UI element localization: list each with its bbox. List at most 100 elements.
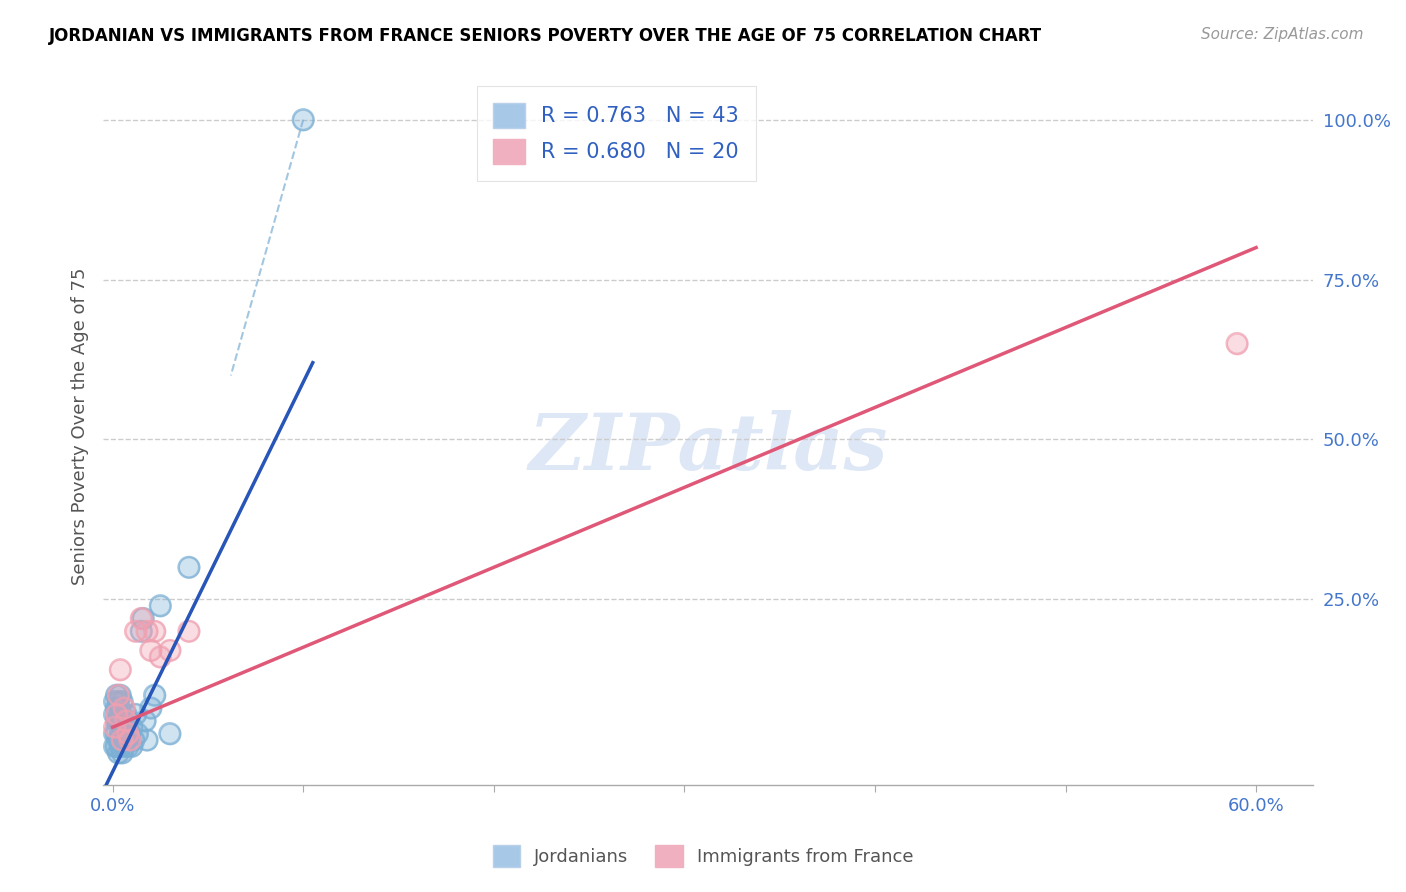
Point [111, 746, 134, 760]
Point [105, 701, 128, 715]
Point [124, 707, 146, 722]
Point [117, 714, 139, 728]
Point [107, 688, 129, 702]
Point [136, 733, 159, 747]
Legend: R = 0.763   N = 43, R = 0.680   N = 20: R = 0.763 N = 43, R = 0.680 N = 20 [477, 87, 755, 181]
Point [136, 624, 159, 639]
Point [115, 707, 138, 722]
Point [110, 726, 132, 740]
Point [107, 746, 129, 760]
Point [149, 649, 172, 664]
Point [105, 739, 128, 754]
Point [105, 701, 128, 715]
Point [118, 726, 141, 740]
Point [117, 739, 139, 754]
Point [115, 733, 138, 747]
Point [139, 643, 162, 657]
Point [177, 624, 200, 639]
Point [121, 739, 143, 754]
Y-axis label: Seniors Poverty Over the Age of 75: Seniors Poverty Over the Age of 75 [72, 268, 89, 585]
Point [139, 701, 162, 715]
Point [107, 714, 129, 728]
Point [129, 611, 152, 625]
Point [115, 707, 138, 722]
Point [136, 624, 159, 639]
Point [115, 733, 138, 747]
Point [110, 707, 132, 722]
Point [105, 688, 128, 702]
Point [149, 649, 172, 664]
Point [110, 739, 132, 754]
Point [105, 726, 128, 740]
Point [121, 720, 143, 734]
Point [111, 746, 134, 760]
Point [118, 726, 141, 740]
Point [110, 707, 132, 722]
Point [139, 701, 162, 715]
Point [159, 643, 181, 657]
Point [103, 707, 125, 722]
Point [129, 611, 152, 625]
Point [107, 695, 129, 709]
Point [105, 714, 128, 728]
Point [105, 726, 128, 740]
Point [177, 560, 200, 574]
Point [149, 599, 172, 613]
Point [111, 695, 134, 709]
Point [159, 726, 181, 740]
Point [111, 714, 134, 728]
Point [107, 688, 129, 702]
Point [143, 624, 166, 639]
Point [136, 733, 159, 747]
Point [134, 714, 156, 728]
Point [139, 643, 162, 657]
Point [103, 739, 125, 754]
Point [111, 733, 134, 747]
Point [105, 707, 128, 722]
Point [107, 714, 129, 728]
Point [124, 707, 146, 722]
Point [112, 739, 135, 754]
Point [112, 701, 135, 715]
Text: ZIPatlas: ZIPatlas [529, 410, 889, 486]
Point [124, 624, 146, 639]
Point [149, 599, 172, 613]
Point [111, 733, 134, 747]
Point [103, 739, 125, 754]
Point [112, 720, 135, 734]
Point [122, 733, 145, 747]
Point [103, 726, 125, 740]
Point [112, 720, 135, 734]
Point [105, 739, 128, 754]
Point [107, 733, 129, 747]
Point [292, 112, 315, 127]
Point [121, 739, 143, 754]
Point [118, 733, 141, 747]
Point [129, 624, 152, 639]
Point [105, 707, 128, 722]
Point [117, 726, 139, 740]
Point [159, 643, 181, 657]
Text: Source: ZipAtlas.com: Source: ZipAtlas.com [1201, 27, 1364, 42]
Point [111, 695, 134, 709]
Point [143, 624, 166, 639]
Point [177, 624, 200, 639]
Point [1226, 336, 1249, 351]
Point [110, 688, 132, 702]
Point [127, 726, 149, 740]
Point [111, 714, 134, 728]
Point [117, 739, 139, 754]
Point [103, 695, 125, 709]
Point [115, 714, 138, 728]
Point [159, 726, 181, 740]
Point [177, 560, 200, 574]
Point [103, 720, 125, 734]
Point [115, 714, 138, 728]
Point [110, 688, 132, 702]
Point [107, 695, 129, 709]
Point [132, 611, 155, 625]
Point [134, 714, 156, 728]
Legend: Jordanians, Immigrants from France: Jordanians, Immigrants from France [485, 838, 921, 874]
Point [110, 663, 132, 677]
Point [129, 624, 152, 639]
